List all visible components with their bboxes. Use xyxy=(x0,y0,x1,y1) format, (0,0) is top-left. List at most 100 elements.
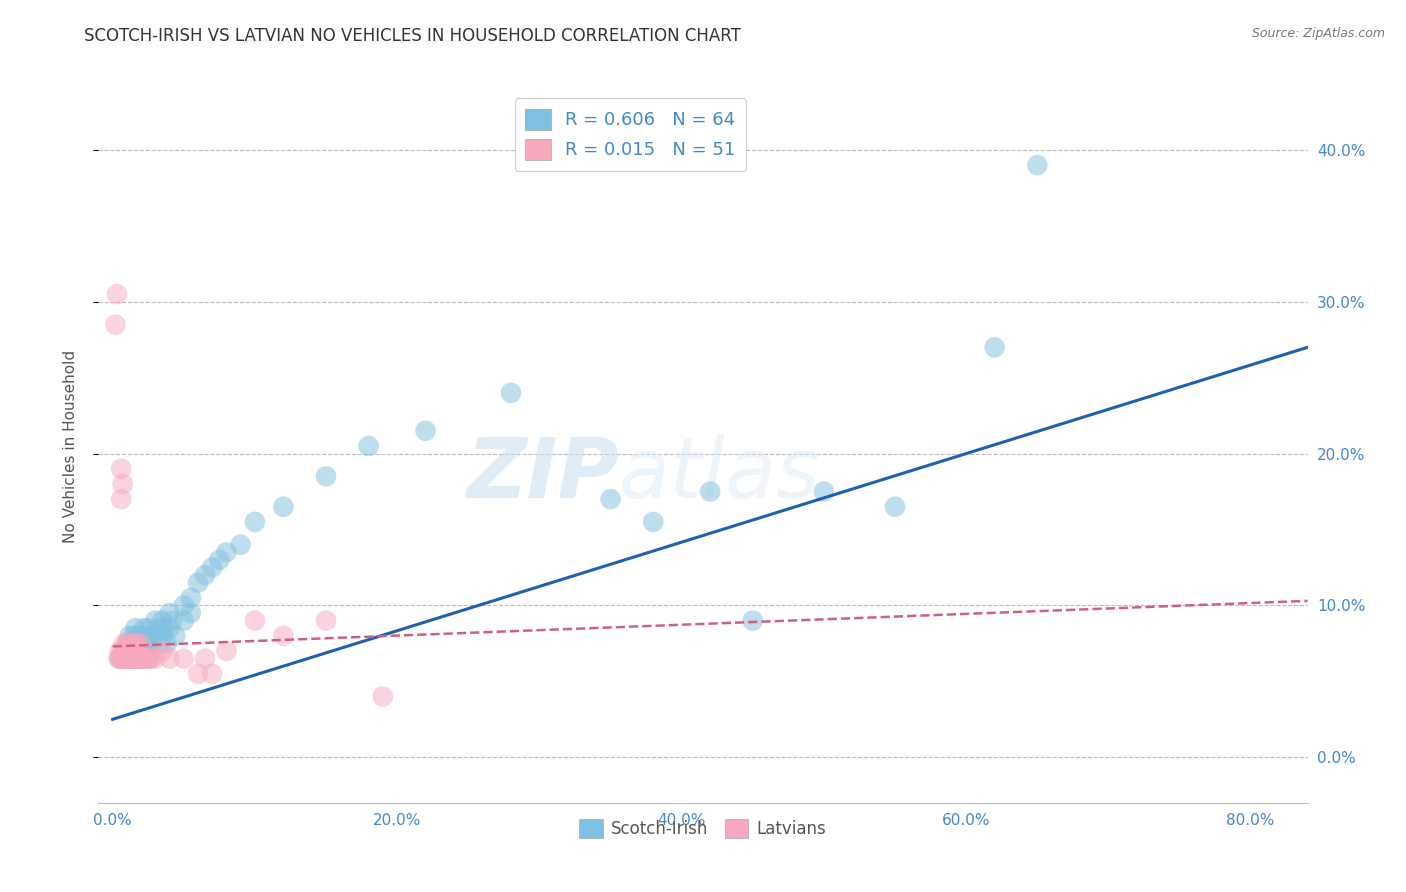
Point xyxy=(111,651,134,665)
Point xyxy=(165,629,187,643)
Point xyxy=(215,644,238,658)
Point xyxy=(187,666,209,681)
Point xyxy=(117,644,139,658)
Point xyxy=(124,644,146,658)
Point xyxy=(125,636,148,650)
Point xyxy=(118,651,141,665)
Point xyxy=(127,644,149,658)
Point xyxy=(110,462,132,476)
Point xyxy=(114,651,136,665)
Point xyxy=(141,636,163,650)
Y-axis label: No Vehicles in Household: No Vehicles in Household xyxy=(63,350,77,542)
Point xyxy=(129,651,152,665)
Point xyxy=(187,575,209,590)
Legend: Scotch-Irish, Latvians: Scotch-Irish, Latvians xyxy=(572,812,834,845)
Point xyxy=(124,651,146,665)
Point xyxy=(136,621,159,635)
Point xyxy=(741,614,763,628)
Point xyxy=(173,651,195,665)
Text: ZIP: ZIP xyxy=(465,434,619,515)
Point xyxy=(134,651,156,665)
Point xyxy=(117,651,139,665)
Point xyxy=(371,690,394,704)
Point xyxy=(153,621,176,635)
Point xyxy=(201,666,224,681)
Point xyxy=(110,492,132,507)
Point xyxy=(315,469,337,483)
Point xyxy=(105,287,128,301)
Point xyxy=(643,515,665,529)
Point xyxy=(129,636,152,650)
Point xyxy=(132,621,155,635)
Point xyxy=(127,644,149,658)
Point xyxy=(180,606,202,620)
Point xyxy=(194,568,217,582)
Point xyxy=(1026,158,1049,172)
Point xyxy=(180,591,202,605)
Text: Source: ZipAtlas.com: Source: ZipAtlas.com xyxy=(1251,27,1385,40)
Point xyxy=(215,545,238,559)
Point xyxy=(122,651,145,665)
Point xyxy=(128,651,150,665)
Point xyxy=(122,651,145,665)
Point xyxy=(139,651,162,665)
Point xyxy=(201,560,224,574)
Point xyxy=(813,484,835,499)
Point xyxy=(884,500,907,514)
Point xyxy=(132,644,155,658)
Point xyxy=(122,636,145,650)
Point xyxy=(132,651,155,665)
Point xyxy=(115,651,138,665)
Text: atlas: atlas xyxy=(619,434,820,515)
Point xyxy=(273,500,295,514)
Point xyxy=(173,614,195,628)
Point xyxy=(118,629,141,643)
Point xyxy=(136,651,159,665)
Point xyxy=(122,629,145,643)
Point xyxy=(699,484,721,499)
Point xyxy=(121,644,143,658)
Point xyxy=(127,629,149,643)
Point xyxy=(138,651,160,665)
Point xyxy=(108,651,131,665)
Point xyxy=(115,636,138,650)
Point xyxy=(152,629,174,643)
Point xyxy=(129,636,152,650)
Point xyxy=(143,651,166,665)
Point xyxy=(357,439,380,453)
Point xyxy=(125,636,148,650)
Point xyxy=(120,651,142,665)
Point xyxy=(125,651,148,665)
Point xyxy=(104,318,127,332)
Point xyxy=(118,644,141,658)
Point xyxy=(114,644,136,658)
Point xyxy=(131,651,153,665)
Point xyxy=(139,629,162,643)
Point xyxy=(112,651,135,665)
Point xyxy=(118,644,141,658)
Point xyxy=(120,636,142,650)
Point xyxy=(499,385,522,400)
Point xyxy=(194,651,217,665)
Point xyxy=(135,644,157,658)
Point xyxy=(115,636,138,650)
Point xyxy=(124,621,146,635)
Point xyxy=(208,553,231,567)
Point xyxy=(243,515,266,529)
Point xyxy=(143,629,166,643)
Point xyxy=(152,614,174,628)
Point xyxy=(108,651,131,665)
Point xyxy=(129,651,152,665)
Point xyxy=(108,644,131,658)
Point xyxy=(273,629,295,643)
Point xyxy=(415,424,437,438)
Point xyxy=(159,651,181,665)
Point xyxy=(112,644,135,658)
Point xyxy=(134,636,156,650)
Point xyxy=(149,636,172,650)
Point xyxy=(159,606,181,620)
Point xyxy=(162,614,184,628)
Point xyxy=(243,614,266,628)
Point xyxy=(146,621,169,635)
Point xyxy=(229,538,252,552)
